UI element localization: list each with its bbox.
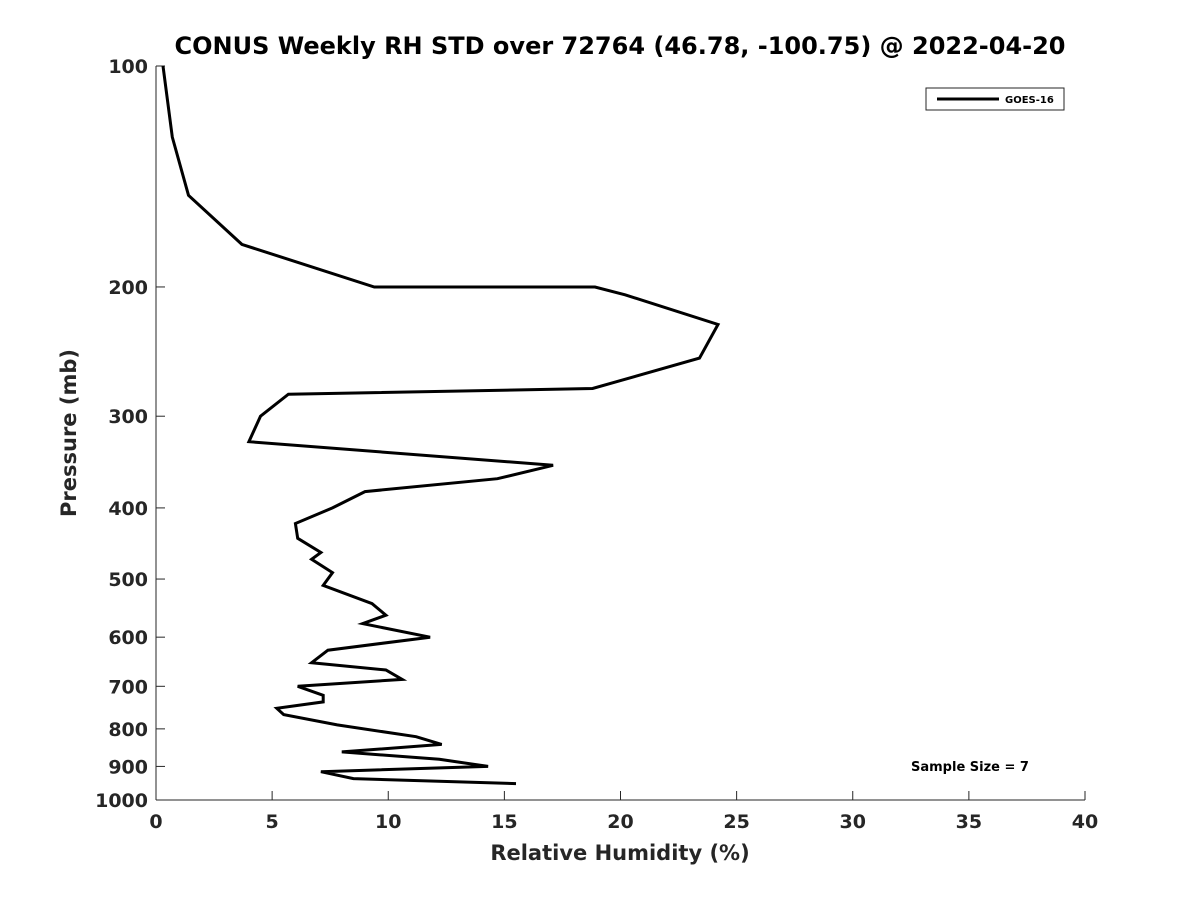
y-axis-label: Pressure (mb) — [57, 349, 81, 517]
y-tick-label: 400 — [108, 498, 148, 520]
x-tick-label: 20 — [607, 811, 633, 833]
y-tick-label: 500 — [108, 569, 148, 591]
series-line-goes-16 — [161, 65, 721, 786]
y-tick-label: 900 — [108, 756, 148, 778]
y-tick-label: 800 — [108, 719, 148, 741]
x-tick-label: 5 — [266, 811, 279, 833]
y-tick-label: 700 — [108, 676, 148, 698]
x-tick-label: 10 — [375, 811, 401, 833]
x-tick-label: 40 — [1072, 811, 1098, 833]
x-axis-label: Relative Humidity (%) — [490, 841, 749, 865]
legend-label-goes-16: GOES-16 — [1005, 95, 1054, 106]
x-tick-label: 25 — [723, 811, 749, 833]
y-tick-label: 200 — [108, 277, 148, 299]
plot-area: 0 5 10 15 20 25 30 35 40 100 200 300 400 500 600 700 80… — [95, 56, 1098, 833]
y-ticks: 100 200 300 400 500 600 700 800 900 1000 — [95, 56, 165, 812]
x-tick-label: 35 — [956, 811, 982, 833]
chart-title: CONUS Weekly RH STD over 72764 (46.78, -… — [174, 32, 1065, 60]
y-tick-label: 300 — [108, 406, 148, 428]
y-tick-label: 1000 — [95, 790, 148, 812]
x-ticks: 0 5 10 15 20 25 30 35 40 — [149, 791, 1098, 833]
x-tick-label: 0 — [149, 811, 162, 833]
x-tick-label: 30 — [840, 811, 866, 833]
y-tick-label: 600 — [108, 627, 148, 649]
sample-size-annotation: Sample Size = 7 — [911, 760, 1029, 775]
x-tick-label: 15 — [491, 811, 517, 833]
y-tick-label: 100 — [108, 56, 148, 78]
legend: GOES-16 — [925, 87, 1065, 111]
